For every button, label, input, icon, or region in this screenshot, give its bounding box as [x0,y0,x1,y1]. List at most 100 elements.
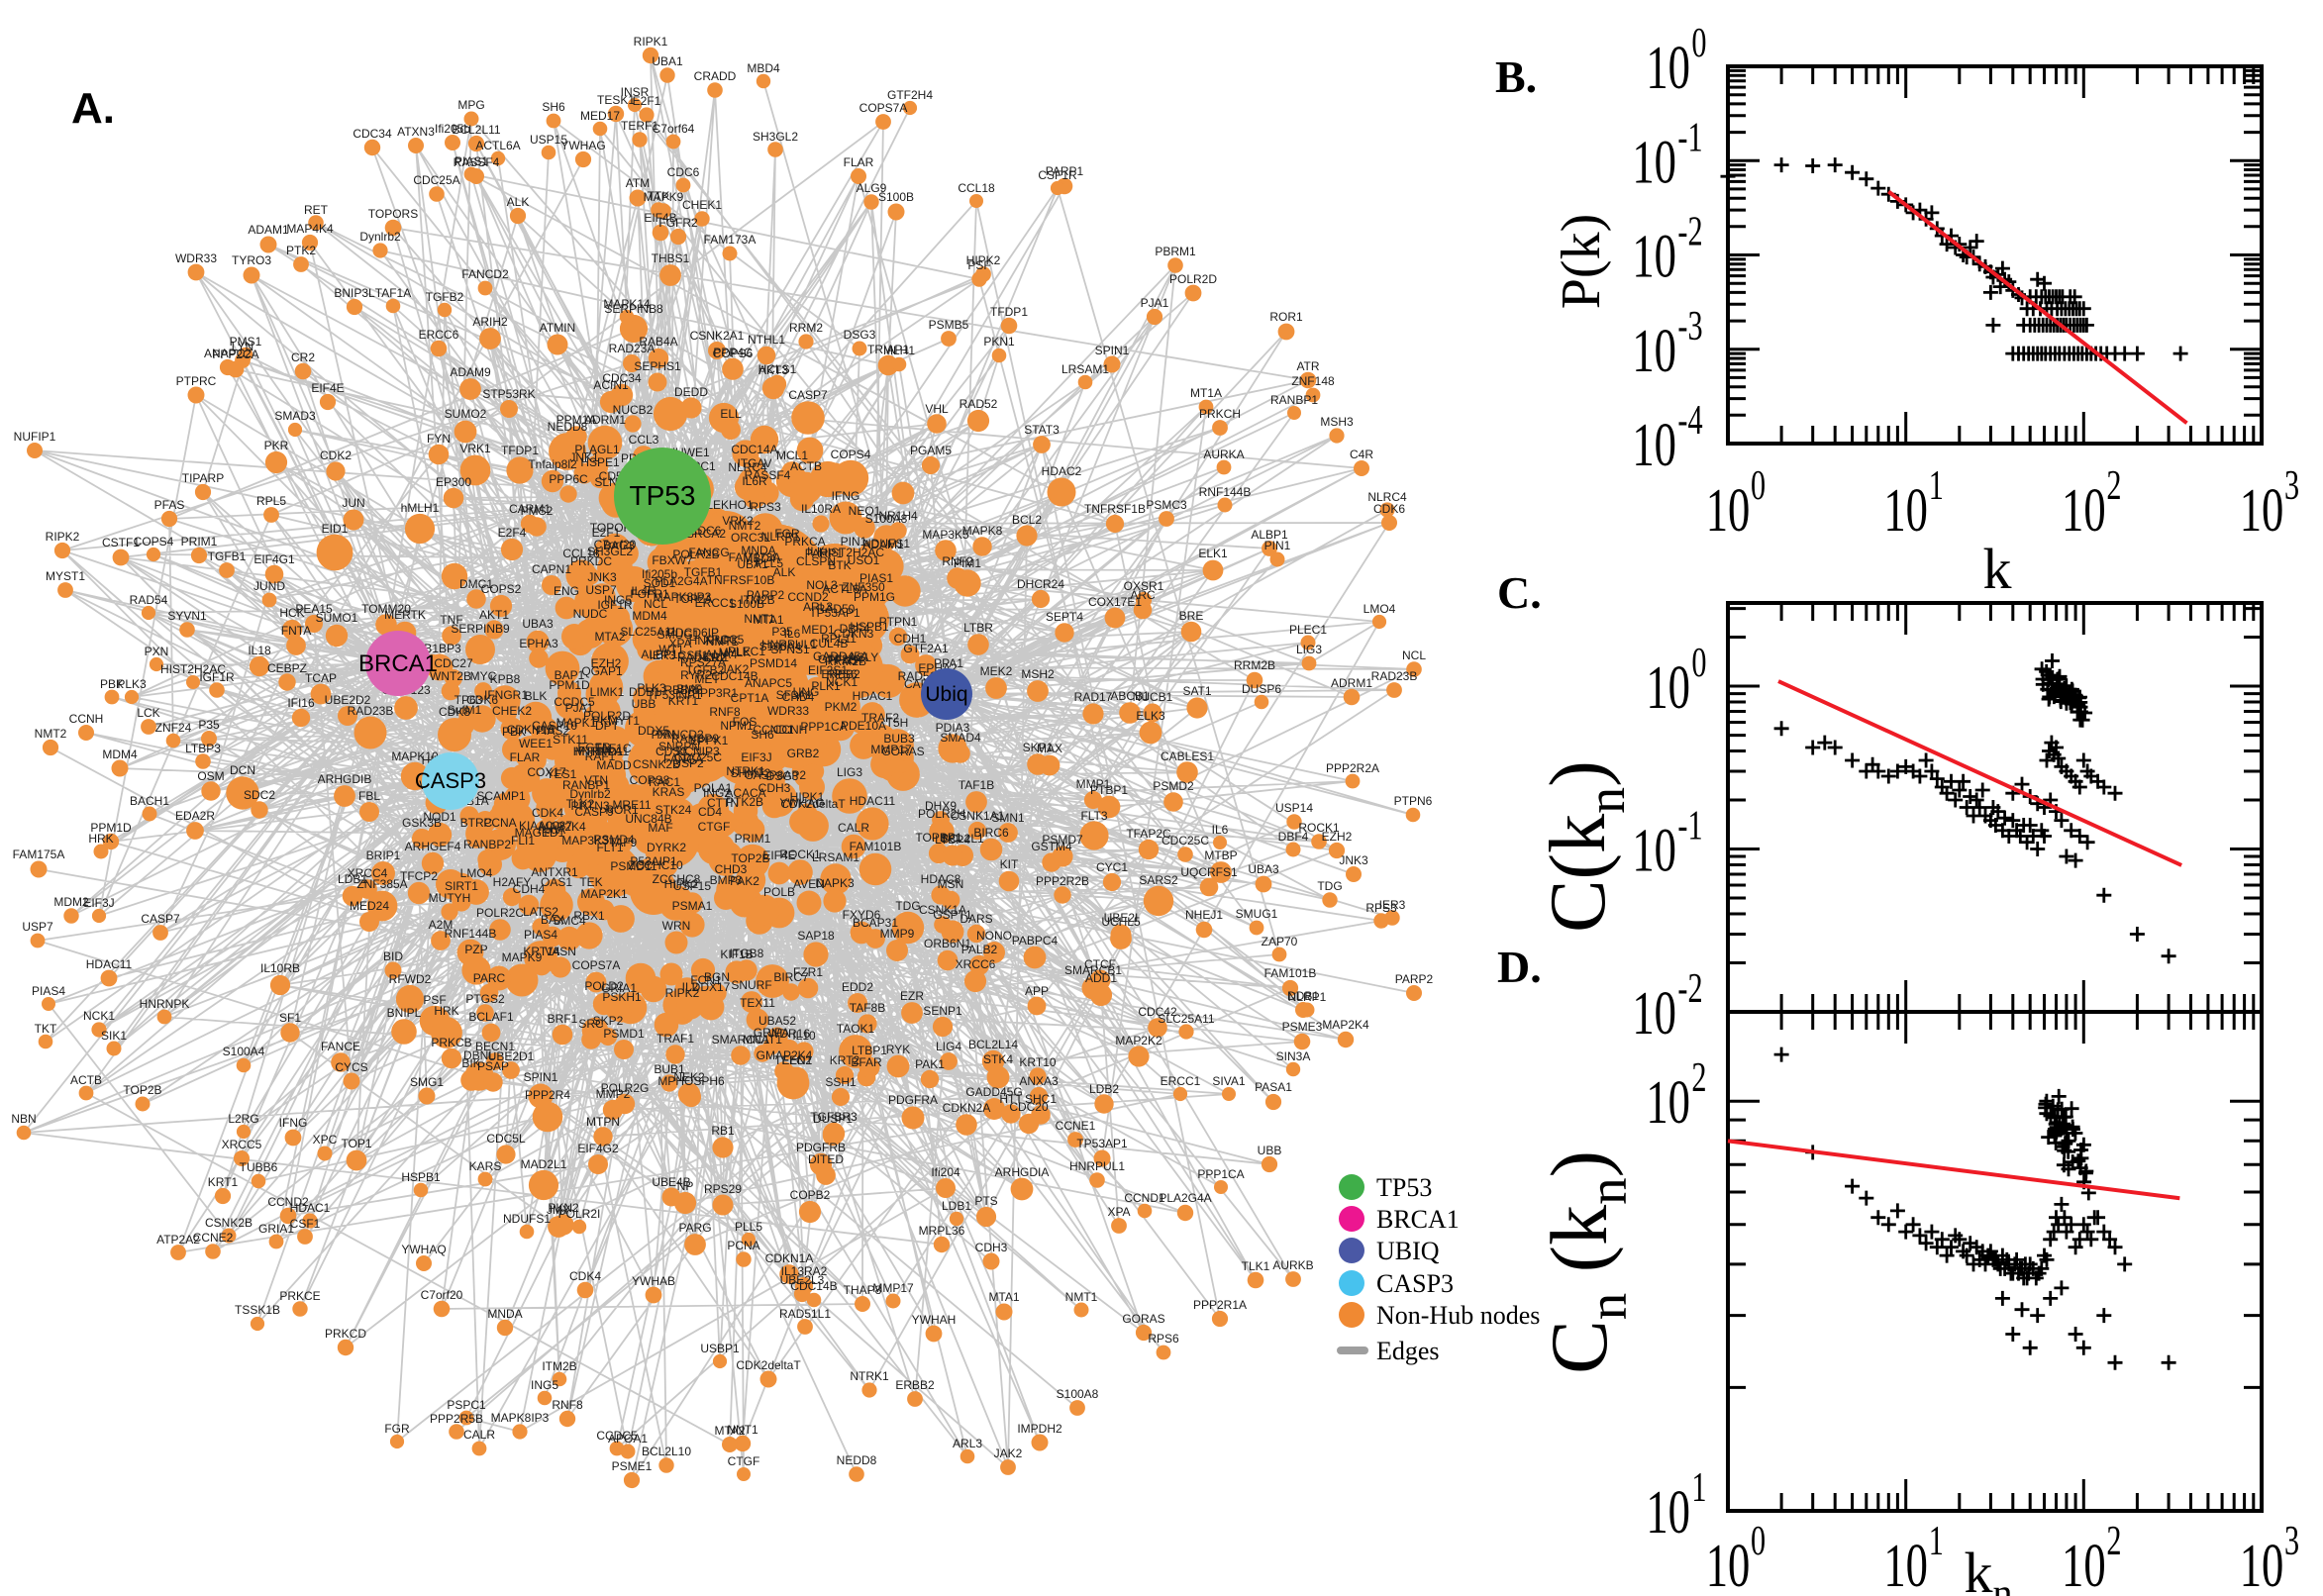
svg-text:HNRPUL1: HNRPUL1 [1069,1159,1125,1173]
svg-text:NLRC4: NLRC4 [1367,490,1407,504]
svg-text:GRIA1: GRIA1 [258,1222,294,1236]
svg-text:BIRC7: BIRC7 [773,970,809,984]
svg-text:SMUG1: SMUG1 [1236,907,1278,921]
svg-text:MCL1: MCL1 [776,449,808,462]
svg-text:PIM1: PIM1 [954,556,981,570]
svg-text:ALG9: ALG9 [857,181,887,195]
svg-text:CD4: CD4 [698,805,722,819]
svg-text:BCLAF1: BCLAF1 [468,1010,514,1024]
svg-text:C4R: C4R [1350,448,1373,461]
svg-text:NCL: NCL [644,597,667,611]
svg-text:1: 1 [1691,1463,1706,1510]
svg-text:PTPRC: PTPRC [176,374,217,388]
svg-text:RPS3: RPS3 [1365,901,1397,915]
svg-text:FGR: FGR [384,1422,410,1436]
svg-text:PARP1: PARP1 [805,547,844,560]
svg-text:MAPK8: MAPK8 [962,524,1003,538]
svg-text:ING5: ING5 [531,1378,558,1392]
svg-text:ZCCHC8: ZCCHC8 [653,872,701,886]
svg-text:PSF: PSF [423,993,446,1007]
svg-text:ACACA: ACACA [725,786,765,800]
svg-text:BRE: BRE [1179,609,1204,623]
svg-text:10: 10 [1706,476,1751,545]
svg-text:TKT: TKT [35,1022,57,1036]
svg-text:RANBP9: RANBP9 [671,732,719,746]
svg-text:RAD51L1: RAD51L1 [779,1307,831,1321]
svg-text:PPA1: PPA1 [934,656,963,670]
svg-text:RIPK1: RIPK1 [634,35,668,49]
svg-text:CASP3: CASP3 [415,768,486,793]
svg-text:HDAC1: HDAC1 [290,1201,331,1215]
svg-text:MAP2K4: MAP2K4 [1322,1018,1369,1032]
svg-text:CLSPN: CLSPN [796,554,836,568]
svg-text:TEK: TEK [579,875,602,889]
svg-text:PKMYT1: PKMYT1 [592,714,640,728]
svg-text:MAP3K3: MAP3K3 [561,834,609,848]
svg-text:TP53AP1: TP53AP1 [1076,1137,1128,1150]
svg-text:SIVA1: SIVA1 [1212,1074,1245,1088]
svg-text:CTGF: CTGF [698,820,731,834]
svg-text:IL10RB: IL10RB [260,961,300,975]
svg-text:MMP1: MMP1 [1076,777,1111,791]
svg-text:LRSAM1: LRSAM1 [1061,362,1109,376]
svg-text:SHMT2: SHMT2 [731,766,771,780]
svg-text:MMP2: MMP2 [596,1087,631,1101]
svg-text:EID1: EID1 [322,522,349,536]
svg-text:MEK2: MEK2 [980,664,1013,678]
svg-text:COPS7A: COPS7A [859,101,908,115]
svg-text:TOMM20: TOMM20 [361,602,411,616]
svg-text:USO1: USO1 [848,553,880,567]
svg-text:NUCB1: NUCB1 [1133,690,1173,704]
svg-text:EIF3J: EIF3J [741,750,771,764]
svg-text:HSPB1: HSPB1 [850,620,889,634]
svg-text:RAD23B: RAD23B [348,704,394,718]
svg-text:PPM1G: PPM1G [854,590,895,604]
svg-text:ZNF148: ZNF148 [1291,374,1335,388]
svg-text:CAPN1: CAPN1 [532,562,571,576]
svg-text:CDC25A: CDC25A [413,173,459,187]
svg-text:PEA15: PEA15 [295,602,333,616]
svg-text:MAPK14: MAPK14 [603,297,651,311]
svg-text:A2M: A2M [429,918,454,932]
svg-text:DDB1: DDB1 [629,685,660,699]
svg-text:ARHGEF4: ARHGEF4 [405,840,461,853]
svg-text:UCHL5: UCHL5 [1101,915,1141,929]
svg-text:PKM2: PKM2 [825,700,858,714]
svg-text:HIST2H2AC: HIST2H2AC [160,662,226,676]
svg-text:npdA: npdA [538,823,565,837]
svg-text:PARP1: PARP1 [1046,164,1084,178]
svg-text:DHCR24: DHCR24 [1017,577,1064,591]
svg-text:10: 10 [1706,1532,1751,1596]
svg-text:HNRNPK: HNRNPK [140,997,190,1011]
svg-text:POLR2I: POLR2I [558,1207,601,1221]
svg-text:TRAF2: TRAF2 [861,711,899,725]
svg-text:RRM2B: RRM2B [1234,658,1275,672]
svg-text:ARHGDIA: ARHGDIA [995,1165,1050,1179]
svg-text:NP: NP [677,1179,694,1193]
svg-text:FGFR1: FGFR1 [630,587,669,601]
svg-text:PDCD6IP: PDCD6IP [667,626,719,640]
svg-text:MTA1: MTA1 [988,1290,1019,1304]
svg-text:NCK1: NCK1 [826,675,858,689]
svg-text:MAPK8IP3: MAPK8IP3 [491,1411,550,1425]
svg-text:S100A4: S100A4 [223,1045,265,1058]
svg-text:PFAS: PFAS [828,653,858,667]
svg-text:A.: A. [71,84,115,133]
svg-text:BLK: BLK [525,689,548,703]
svg-text:MMP17: MMP17 [870,743,912,756]
svg-text:CALR: CALR [463,1428,495,1442]
svg-text:JMY: JMY [547,1203,570,1217]
svg-text:PDIA3: PDIA3 [936,721,970,735]
svg-text:ACTB: ACTB [790,459,822,473]
svg-text:PLEC1: PLEC1 [1289,623,1327,637]
svg-text:EZR: EZR [900,989,924,1003]
svg-text:Ubiq: Ubiq [925,683,967,706]
svg-text:EIF4G2: EIF4G2 [577,1142,619,1155]
svg-text:HCK: HCK [279,606,304,620]
svg-text:RASSF4: RASSF4 [454,155,500,169]
svg-text:NNT1: NNT1 [727,1423,758,1437]
svg-text:CCL18: CCL18 [562,547,600,560]
svg-text:NMT2: NMT2 [35,727,67,741]
svg-text:SF1: SF1 [279,1011,301,1025]
svg-text:RANBP2: RANBP2 [463,838,511,851]
